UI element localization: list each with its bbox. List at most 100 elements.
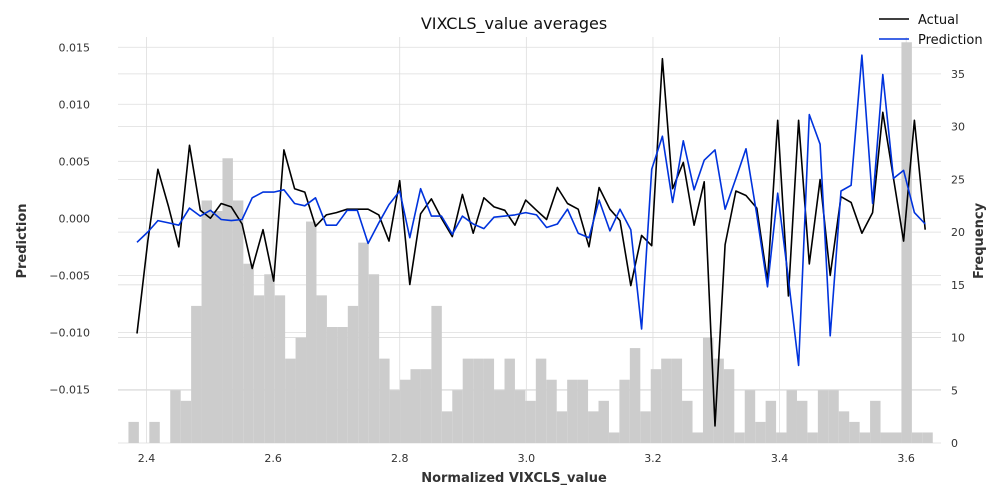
- histogram-bar: [347, 305, 359, 443]
- histogram-bar: [191, 305, 202, 443]
- histogram-bar: [890, 432, 902, 443]
- histogram-bar: [389, 390, 401, 443]
- histogram-bar: [786, 390, 797, 443]
- histogram-bar: [232, 200, 244, 443]
- histogram-bar: [828, 390, 839, 443]
- histogram-bar: [911, 432, 923, 443]
- histogram-bar: [650, 369, 662, 443]
- histogram-bar: [546, 379, 557, 443]
- histogram-bars: [128, 42, 933, 444]
- histogram-bar: [337, 327, 348, 443]
- histogram-bar: [859, 432, 871, 443]
- y-right-tick-label: 20: [951, 226, 965, 239]
- histogram-bar: [368, 274, 380, 443]
- histogram-bar: [723, 369, 735, 443]
- y-left-tick-label: −0.010: [49, 326, 90, 339]
- histogram-bar: [212, 211, 223, 443]
- histogram-bar: [170, 390, 181, 443]
- chart-title: VIXCLS_value averages: [421, 14, 607, 34]
- histogram-bar: [285, 358, 296, 443]
- y-right-axis-label: Frequency: [972, 202, 987, 279]
- legend-label-actual: Actual: [918, 13, 959, 28]
- y-left-tick-label: 0.015: [59, 41, 91, 54]
- x-tick-label: 3.4: [771, 452, 789, 465]
- histogram-bar: [514, 390, 526, 443]
- histogram-bar: [849, 421, 860, 443]
- histogram-bar: [713, 358, 724, 443]
- y-left-axis-label: Prediction: [15, 203, 30, 278]
- histogram-bar: [452, 390, 463, 443]
- histogram-bar: [504, 358, 515, 443]
- y-left-tick-label: −0.015: [49, 383, 90, 396]
- histogram-bar: [838, 411, 850, 443]
- histogram-bar: [306, 221, 317, 443]
- histogram-bar: [326, 327, 338, 443]
- y-right-tick-label: 5: [951, 384, 958, 397]
- histogram-bar: [201, 200, 213, 443]
- y-right-tick-label: 15: [951, 279, 965, 292]
- histogram-bar: [661, 358, 672, 443]
- histogram-bar: [880, 432, 891, 443]
- histogram-bar: [619, 379, 630, 443]
- histogram-bar: [755, 421, 766, 443]
- histogram-bar: [776, 432, 787, 443]
- y-right-tick-label: 0: [951, 437, 958, 450]
- x-tick-label: 3.0: [518, 452, 536, 465]
- y-left-axis-ticks: 0.015 0.010 0.005 0.000 −0.005 −0.010 −0.015: [49, 41, 90, 396]
- x-axis-ticks: 2.4 2.6 2.8 3.0 3.2 3.4 3.6: [138, 452, 915, 465]
- y-left-tick-label: −0.005: [49, 269, 90, 282]
- histogram-bar: [462, 358, 474, 443]
- histogram-bar: [734, 432, 745, 443]
- histogram-bar: [316, 295, 327, 443]
- histogram-bar: [588, 411, 599, 443]
- histogram-bar: [629, 348, 641, 443]
- series-line-prediction: [136, 54, 926, 367]
- histogram-bar: [682, 400, 693, 443]
- histogram-bar: [180, 400, 192, 443]
- histogram-bar: [796, 400, 808, 443]
- histogram-bar: [295, 337, 307, 443]
- y-right-tick-label: 30: [951, 121, 965, 134]
- x-tick-label: 2.4: [138, 452, 156, 465]
- histogram-bar: [567, 379, 578, 443]
- histogram-bar: [253, 295, 265, 443]
- histogram-bar: [410, 369, 421, 443]
- histogram-bar: [744, 390, 756, 443]
- histogram-bar: [441, 411, 453, 443]
- histogram-bar: [525, 400, 536, 443]
- histogram-bar: [692, 432, 703, 443]
- histogram-bar: [473, 358, 484, 443]
- histogram-bar: [128, 421, 139, 443]
- histogram-bar: [702, 337, 714, 443]
- y-right-axis-ticks: 0 5 10 15 20 25 30 35: [951, 68, 965, 450]
- histogram-bar: [379, 358, 390, 443]
- x-tick-label: 2.6: [264, 452, 282, 465]
- histogram-bar: [870, 400, 881, 443]
- histogram-bar: [922, 432, 933, 443]
- histogram-bar: [608, 432, 620, 443]
- histogram-bar: [420, 369, 432, 443]
- y-right-tick-label: 35: [951, 68, 965, 81]
- histogram-bar: [817, 390, 829, 443]
- histogram-bar: [483, 358, 495, 443]
- legend-label-prediction: Prediction: [918, 33, 983, 48]
- x-tick-label: 2.8: [391, 452, 409, 465]
- y-right-tick-label: 10: [951, 332, 965, 345]
- histogram-bar: [765, 400, 777, 443]
- histogram-bar: [274, 295, 286, 443]
- y-right-tick-label: 25: [951, 173, 965, 186]
- y-left-tick-label: 0.005: [59, 155, 91, 168]
- histogram-bar: [264, 274, 275, 443]
- histogram-bar: [598, 400, 609, 443]
- histogram-bar: [640, 411, 651, 443]
- x-tick-label: 3.2: [644, 452, 662, 465]
- histogram-bar: [577, 379, 589, 443]
- histogram-bar: [431, 305, 442, 443]
- histogram-bar: [400, 379, 411, 443]
- histogram-bar: [243, 263, 254, 443]
- series-line-actual: [136, 57, 926, 427]
- legend: Actual Prediction: [879, 13, 983, 48]
- histogram-bar: [358, 242, 369, 443]
- histogram-bar: [222, 158, 233, 444]
